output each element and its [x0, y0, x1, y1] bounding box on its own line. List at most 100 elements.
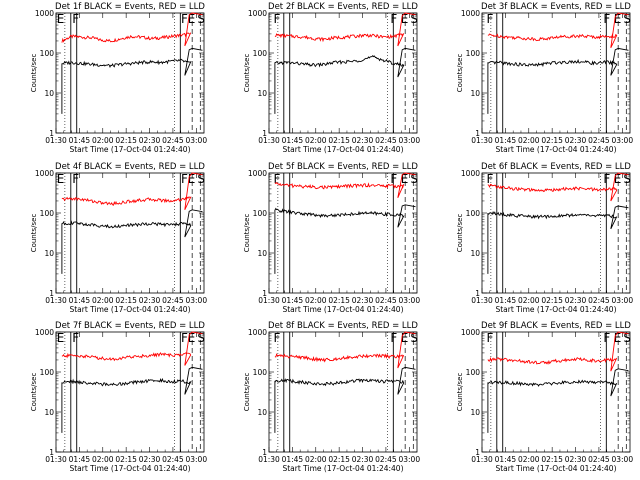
y-tick-label: 1	[262, 289, 267, 298]
x-tick-label: 02:45	[375, 296, 397, 305]
y-tick-label: 1	[475, 448, 480, 457]
x-tick-label: 02:45	[588, 136, 610, 145]
x-tick-label: 01:30	[45, 136, 67, 145]
x-tick-label: 02:30	[565, 296, 587, 305]
marker-label: F	[72, 331, 79, 345]
events-series-line	[274, 47, 416, 114]
marker-label: E	[188, 331, 196, 345]
x-tick-label: 01:30	[45, 455, 67, 464]
marker-label: E	[188, 172, 196, 186]
marker-label: E	[57, 12, 65, 26]
chart-title: Det 2f BLACK = Events, RED = LLD	[268, 2, 418, 12]
y-tick-label: 1	[49, 129, 54, 138]
x-tick-label: 02:30	[352, 296, 374, 305]
lld-series-line	[274, 172, 416, 198]
x-tick-label: 02:15	[328, 455, 350, 464]
y-axis-label: Counts/sec	[243, 54, 251, 93]
x-axis-label: Start Time (17-Oct-04 01:24:40)	[69, 305, 190, 314]
x-tick-label: 02:30	[352, 136, 374, 145]
lld-series-line	[487, 331, 629, 372]
x-axis-label: Start Time (17-Oct-04 01:24:40)	[282, 145, 403, 154]
chart-panel-2: Det 2f BLACK = Events, RED = LLD 1 10 100 10…	[243, 2, 420, 154]
y-tick-label: 10	[44, 89, 54, 98]
marker-label: S	[197, 12, 205, 26]
x-axis-label: Start Time (17-Oct-04 01:24:40)	[282, 305, 403, 314]
lld-series-line	[487, 12, 629, 48]
lld-series-line	[274, 331, 416, 369]
x-tick-label: 03:00	[185, 455, 207, 464]
x-tick-label: 02:15	[541, 455, 563, 464]
plot-frame	[481, 12, 631, 134]
y-tick-label: 100	[253, 49, 268, 58]
marker-label: E	[614, 331, 622, 345]
x-tick-label: 03:00	[611, 296, 633, 305]
marker-label: F	[390, 331, 397, 345]
lld-series-line	[274, 12, 416, 47]
y-tick-label: 100	[466, 368, 481, 377]
x-tick-label: 02:30	[565, 136, 587, 145]
chart-title: Det 3f BLACK = Events, RED = LLD	[481, 2, 631, 12]
plot-frame	[55, 12, 205, 134]
chart-panel-9: Det 9f BLACK = Events, RED = LLD 1 10 100 10…	[456, 321, 633, 473]
lld-series-line	[61, 331, 203, 366]
x-tick-label: 02:45	[375, 136, 397, 145]
x-tick-label: 03:00	[398, 455, 420, 464]
marker-label: E	[614, 12, 622, 26]
x-tick-label: 01:30	[45, 296, 67, 305]
marker-label: E	[401, 331, 409, 345]
marker-label: S	[410, 331, 418, 345]
y-tick-label: 100	[466, 209, 481, 218]
marker-label: E	[401, 172, 409, 186]
y-axis-label: Counts/sec	[243, 373, 251, 412]
x-tick-label: 01:45	[495, 455, 517, 464]
y-tick-label: 1000	[248, 328, 267, 337]
lld-series-line	[61, 172, 203, 210]
x-tick-label: 03:00	[611, 136, 633, 145]
y-tick-label: 1000	[248, 169, 267, 178]
marker-label: E	[188, 12, 196, 26]
x-tick-label: 02:45	[162, 455, 184, 464]
chart-title: Det 4f BLACK = Events, RED = LLD	[55, 162, 205, 172]
events-series-line	[487, 368, 629, 433]
events-series-line	[274, 366, 416, 433]
marker-label: S	[623, 172, 631, 186]
y-axis-label: Counts/sec	[456, 214, 464, 253]
y-tick-label: 1	[475, 289, 480, 298]
x-tick-label: 01:30	[471, 296, 493, 305]
marker-label: E	[614, 172, 622, 186]
y-tick-label: 10	[470, 408, 480, 417]
x-tick-label: 01:30	[471, 136, 493, 145]
chart-panel-3: Det 3f BLACK = Events, RED = LLD 1 10 100 10…	[456, 2, 633, 154]
x-tick-label: 01:45	[69, 455, 91, 464]
lld-series-line	[61, 12, 203, 47]
y-tick-label: 10	[257, 89, 267, 98]
chart-panel-8: Det 8f BLACK = Events, RED = LLD 1 10 100 10…	[243, 321, 420, 473]
chart-panel-4: Det 4f BLACK = Events, RED = LLD 1 10 100 10…	[30, 162, 207, 314]
events-series-line	[61, 209, 203, 274]
marker-label: F	[72, 12, 79, 26]
marker-label: E	[57, 331, 65, 345]
x-tick-label: 02:00	[305, 455, 327, 464]
x-tick-label: 03:00	[185, 136, 207, 145]
events-series-line	[487, 205, 629, 274]
y-axis-label: Counts/sec	[243, 214, 251, 253]
plot-frame	[481, 331, 631, 453]
marker-label: F	[486, 172, 493, 186]
y-tick-label: 10	[257, 249, 267, 258]
x-tick-label: 01:45	[69, 296, 91, 305]
marker-label: F	[273, 12, 280, 26]
x-tick-label: 02:30	[139, 296, 161, 305]
x-tick-label: 02:45	[162, 296, 184, 305]
y-tick-label: 1	[49, 289, 54, 298]
plot-frame	[55, 172, 205, 294]
marker-label: F	[390, 12, 397, 26]
x-tick-label: 02:30	[565, 455, 587, 464]
y-tick-label: 100	[253, 368, 268, 377]
plot-frame	[268, 172, 418, 294]
x-tick-label: 02:15	[541, 296, 563, 305]
marker-label: F	[72, 172, 79, 186]
marker-label: F	[273, 331, 280, 345]
marker-label: F	[603, 331, 610, 345]
plot-frame	[55, 331, 205, 453]
x-tick-label: 02:45	[162, 136, 184, 145]
